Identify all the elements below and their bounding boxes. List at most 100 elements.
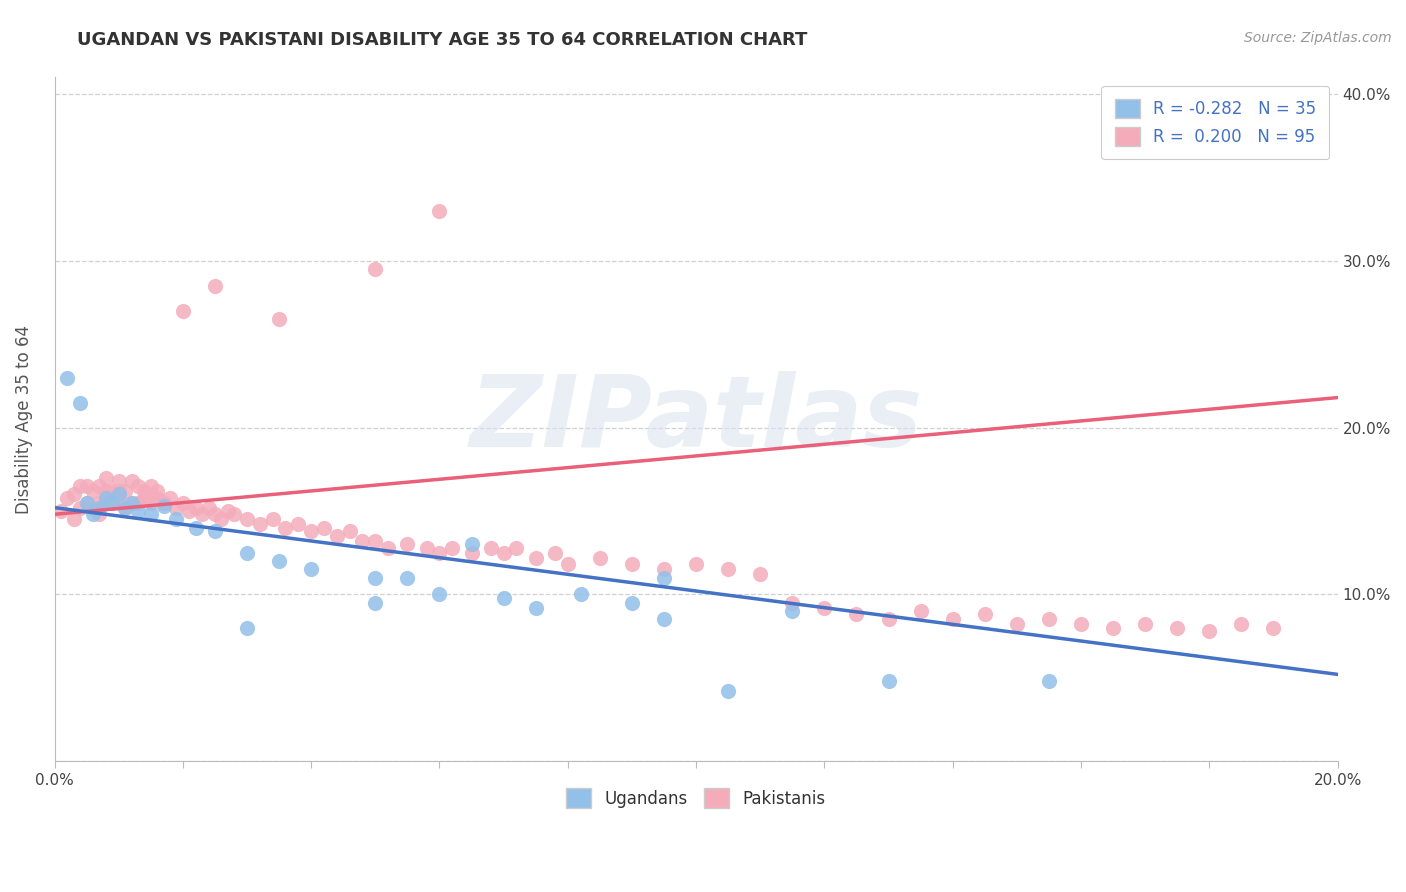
Point bbox=[364, 596, 387, 610]
Point bbox=[877, 674, 900, 689]
Point bbox=[339, 524, 361, 538]
Point bbox=[76, 479, 98, 493]
Text: ZIPatlas: ZIPatlas bbox=[470, 371, 922, 467]
Point bbox=[652, 562, 675, 576]
Point bbox=[82, 508, 104, 522]
Point bbox=[524, 550, 547, 565]
Point bbox=[274, 521, 297, 535]
Point bbox=[152, 499, 174, 513]
Point bbox=[236, 621, 259, 635]
Point bbox=[56, 370, 79, 384]
Point bbox=[127, 504, 149, 518]
Point bbox=[299, 562, 322, 576]
Point bbox=[76, 495, 98, 509]
Point bbox=[197, 500, 219, 515]
Point bbox=[184, 500, 207, 515]
Point bbox=[152, 495, 174, 509]
Point bbox=[544, 546, 567, 560]
Point bbox=[429, 546, 451, 560]
Point bbox=[107, 495, 129, 509]
Point bbox=[69, 479, 91, 493]
Point bbox=[114, 500, 136, 515]
Point bbox=[236, 512, 259, 526]
Point bbox=[569, 587, 592, 601]
Point bbox=[94, 495, 117, 509]
Point bbox=[1198, 624, 1220, 638]
Point bbox=[877, 612, 900, 626]
Point bbox=[1038, 612, 1060, 626]
Point bbox=[441, 541, 464, 555]
Point bbox=[127, 479, 149, 493]
Point bbox=[76, 495, 98, 509]
Point bbox=[1133, 617, 1156, 632]
Point bbox=[159, 491, 181, 505]
Point bbox=[267, 554, 290, 568]
Point bbox=[69, 500, 91, 515]
Legend: Ugandans, Pakistanis: Ugandans, Pakistanis bbox=[560, 781, 832, 814]
Point bbox=[267, 312, 290, 326]
Point bbox=[121, 474, 143, 488]
Point bbox=[717, 684, 740, 698]
Point bbox=[1263, 621, 1285, 635]
Point bbox=[172, 304, 194, 318]
Point bbox=[101, 483, 124, 498]
Point bbox=[396, 571, 419, 585]
Point bbox=[299, 524, 322, 538]
Point bbox=[139, 479, 162, 493]
Point bbox=[312, 521, 335, 535]
Point bbox=[717, 562, 740, 576]
Point bbox=[262, 512, 284, 526]
Point bbox=[652, 571, 675, 585]
Point bbox=[165, 512, 187, 526]
Point bbox=[236, 546, 259, 560]
Point bbox=[69, 395, 91, 409]
Point bbox=[139, 508, 162, 522]
Point bbox=[204, 524, 226, 538]
Point bbox=[146, 483, 169, 498]
Point bbox=[1102, 621, 1125, 635]
Point bbox=[89, 508, 111, 522]
Point bbox=[460, 546, 482, 560]
Point bbox=[204, 508, 226, 522]
Point bbox=[749, 567, 772, 582]
Point bbox=[396, 537, 419, 551]
Point bbox=[56, 491, 79, 505]
Point bbox=[114, 483, 136, 498]
Point bbox=[62, 487, 84, 501]
Point bbox=[134, 483, 156, 498]
Point bbox=[89, 500, 111, 515]
Point bbox=[94, 483, 117, 498]
Point bbox=[782, 604, 804, 618]
Y-axis label: Disability Age 35 to 64: Disability Age 35 to 64 bbox=[15, 325, 32, 514]
Point bbox=[1005, 617, 1028, 632]
Point bbox=[479, 541, 502, 555]
Point bbox=[114, 500, 136, 515]
Point bbox=[524, 600, 547, 615]
Point bbox=[364, 262, 387, 277]
Point bbox=[94, 491, 117, 505]
Point bbox=[557, 558, 579, 572]
Point bbox=[813, 600, 835, 615]
Point bbox=[89, 479, 111, 493]
Point bbox=[179, 504, 201, 518]
Point bbox=[134, 491, 156, 505]
Point bbox=[94, 470, 117, 484]
Point bbox=[49, 504, 72, 518]
Point bbox=[589, 550, 612, 565]
Text: UGANDAN VS PAKISTANI DISABILITY AGE 35 TO 64 CORRELATION CHART: UGANDAN VS PAKISTANI DISABILITY AGE 35 T… bbox=[77, 31, 807, 49]
Point bbox=[101, 495, 124, 509]
Point bbox=[620, 596, 643, 610]
Point bbox=[287, 517, 309, 532]
Point bbox=[184, 521, 207, 535]
Point bbox=[326, 529, 349, 543]
Point bbox=[492, 591, 515, 605]
Point bbox=[782, 596, 804, 610]
Point bbox=[942, 612, 965, 626]
Point bbox=[415, 541, 437, 555]
Point bbox=[249, 517, 271, 532]
Point bbox=[172, 495, 194, 509]
Point bbox=[429, 203, 451, 218]
Point bbox=[101, 495, 124, 509]
Point bbox=[82, 483, 104, 498]
Point bbox=[1166, 621, 1188, 635]
